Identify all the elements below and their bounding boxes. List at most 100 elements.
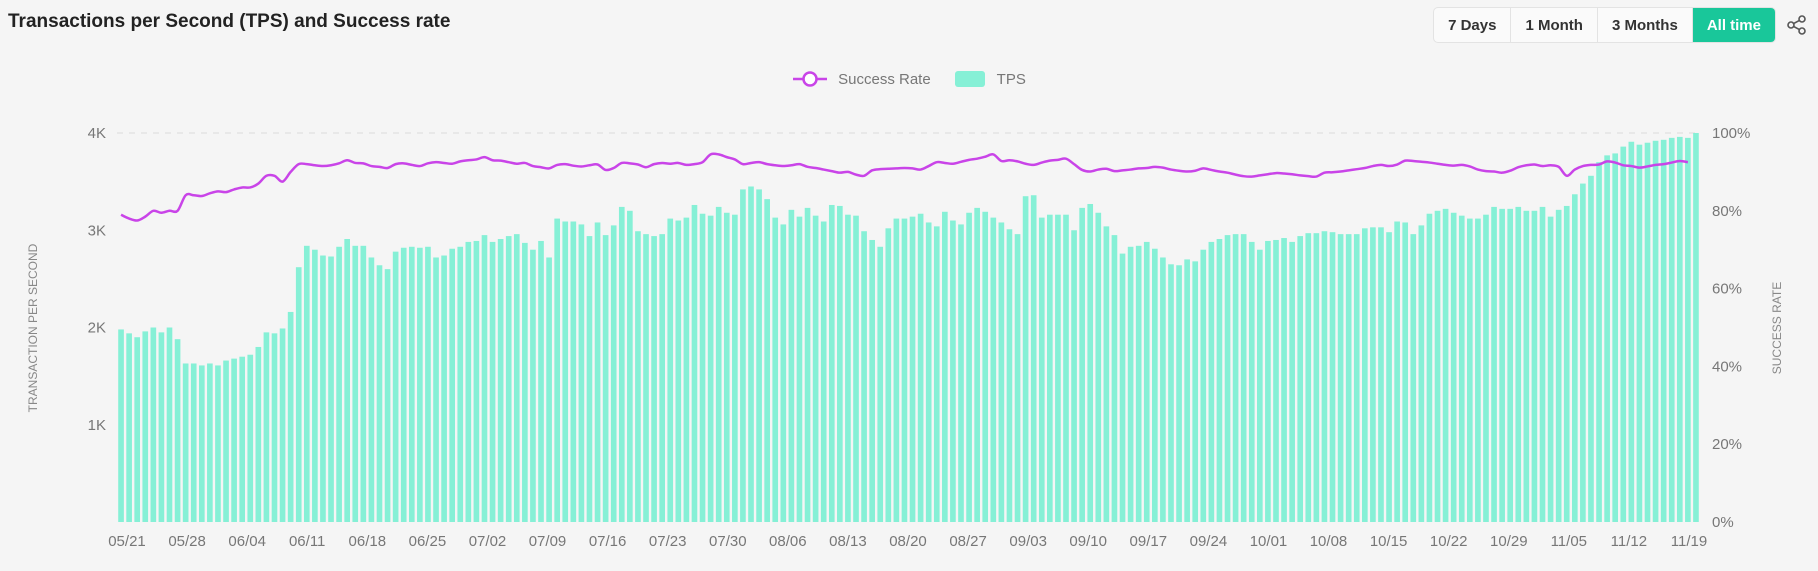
tps-bar[interactable] [1612,153,1619,523]
tps-bar[interactable] [1515,206,1522,522]
tps-bar[interactable] [400,247,407,522]
tps-bar[interactable] [570,221,577,523]
tps-bar[interactable] [1063,214,1069,522]
tps-bar[interactable] [1297,236,1304,522]
tps-bar[interactable] [1507,208,1514,522]
tps-bar[interactable] [352,245,359,522]
tps-bar[interactable] [1499,208,1505,522]
tps-bar[interactable] [610,225,617,522]
tps-bar[interactable] [1329,232,1336,522]
tps-bar[interactable] [586,236,593,522]
tps-bar[interactable] [1248,241,1255,523]
tps-bar[interactable] [481,235,488,523]
tps-bar[interactable] [384,269,391,522]
tps-bar[interactable] [312,249,318,522]
tps-bar[interactable] [1119,253,1126,522]
tps-bar[interactable] [618,206,625,522]
tps-bar[interactable] [505,236,512,522]
tps-bar[interactable] [723,212,730,522]
tps-bar[interactable] [1580,183,1586,522]
tps-bar[interactable] [1466,218,1473,522]
tps-bar[interactable] [1087,203,1094,523]
tps-bar[interactable] [118,329,124,522]
tps-bar[interactable] [1289,241,1295,523]
tps-bar[interactable] [933,226,940,523]
tps-bar[interactable] [1434,210,1441,523]
tps-bar[interactable] [1103,226,1110,523]
tps-bar[interactable] [958,224,964,523]
tps-bar[interactable] [594,222,601,522]
tps-bar[interactable] [1257,249,1263,522]
tps-bar[interactable] [336,246,342,522]
tps-bar[interactable] [1305,233,1312,523]
tps-bar[interactable] [1386,232,1392,522]
tps-bar[interactable] [1143,241,1150,523]
tps-bar[interactable] [845,214,851,522]
tps-bar[interactable] [812,215,819,522]
tps-bar[interactable] [465,241,472,523]
tps-bar[interactable] [1047,214,1053,522]
tps-bar[interactable] [1394,221,1400,523]
tps-bar[interactable] [1531,210,1538,523]
tps-bar[interactable] [853,215,859,522]
tps-bar[interactable] [408,246,415,522]
tps-bar[interactable] [271,333,278,522]
tps-bar[interactable] [748,186,754,523]
tps-bar[interactable] [166,327,173,523]
tps-bar[interactable] [643,234,649,522]
tps-bar[interactable] [966,212,972,522]
tps-bar[interactable] [1014,234,1021,522]
tps-bar[interactable] [1563,205,1570,522]
tps-bar[interactable] [828,204,835,522]
tps-bar[interactable] [1038,217,1045,523]
tps-bar[interactable] [513,234,520,522]
tps-bar[interactable] [497,239,504,522]
tps-bar[interactable] [392,251,399,522]
tps-bar[interactable] [909,216,916,522]
tps-bar[interactable] [732,214,738,522]
tps-bar[interactable] [1571,194,1578,522]
range-7-days-button[interactable]: 7 Days [1434,8,1512,42]
tps-bar[interactable] [1547,216,1554,522]
tps-bar[interactable] [1596,162,1602,523]
tps-bar[interactable] [1127,246,1134,522]
tps-bar[interactable] [627,210,633,523]
tps-bar[interactable] [1644,142,1651,523]
tps-bar[interactable] [1402,222,1409,522]
tps-bar[interactable] [344,239,350,522]
range-all-time-button[interactable]: All time [1692,8,1775,42]
tps-bar[interactable] [804,207,811,522]
tps-bar[interactable] [425,246,431,522]
tps-bar[interactable] [756,189,762,522]
tps-bar[interactable] [142,331,149,522]
tps-bar[interactable] [675,220,682,522]
tps-bar[interactable] [1006,229,1013,522]
tps-bar[interactable] [255,346,262,522]
tps-bar[interactable] [764,199,770,522]
tps-bar[interactable] [1345,234,1352,522]
tps-bar[interactable] [1676,136,1683,522]
tps-bar[interactable] [651,236,657,522]
tps-bar[interactable] [1588,175,1594,523]
tps-bar[interactable] [360,245,367,522]
tps-bar[interactable] [182,363,189,522]
tps-bar[interactable] [982,211,989,522]
tps-bar[interactable] [1095,212,1102,522]
tps-bar[interactable] [1152,248,1158,523]
tps-bar[interactable] [715,206,722,522]
tps-bar[interactable] [433,257,439,522]
tps-bar[interactable] [1224,235,1231,523]
tps-bar[interactable] [1523,210,1530,523]
tps-bar[interactable] [530,249,536,522]
legend-success-rate[interactable]: Success Rate [792,70,931,88]
tps-bar[interactable] [1321,231,1328,522]
tps-bar[interactable] [562,221,569,523]
tps-bar[interactable] [489,241,496,523]
tps-bar[interactable] [925,222,932,522]
tps-bar[interactable] [150,327,157,523]
tps-bar[interactable] [990,217,997,523]
tps-bar[interactable] [1628,141,1635,522]
tps-bar[interactable] [861,231,867,522]
tps-bar[interactable] [417,247,423,522]
tps-bar[interactable] [328,256,334,522]
